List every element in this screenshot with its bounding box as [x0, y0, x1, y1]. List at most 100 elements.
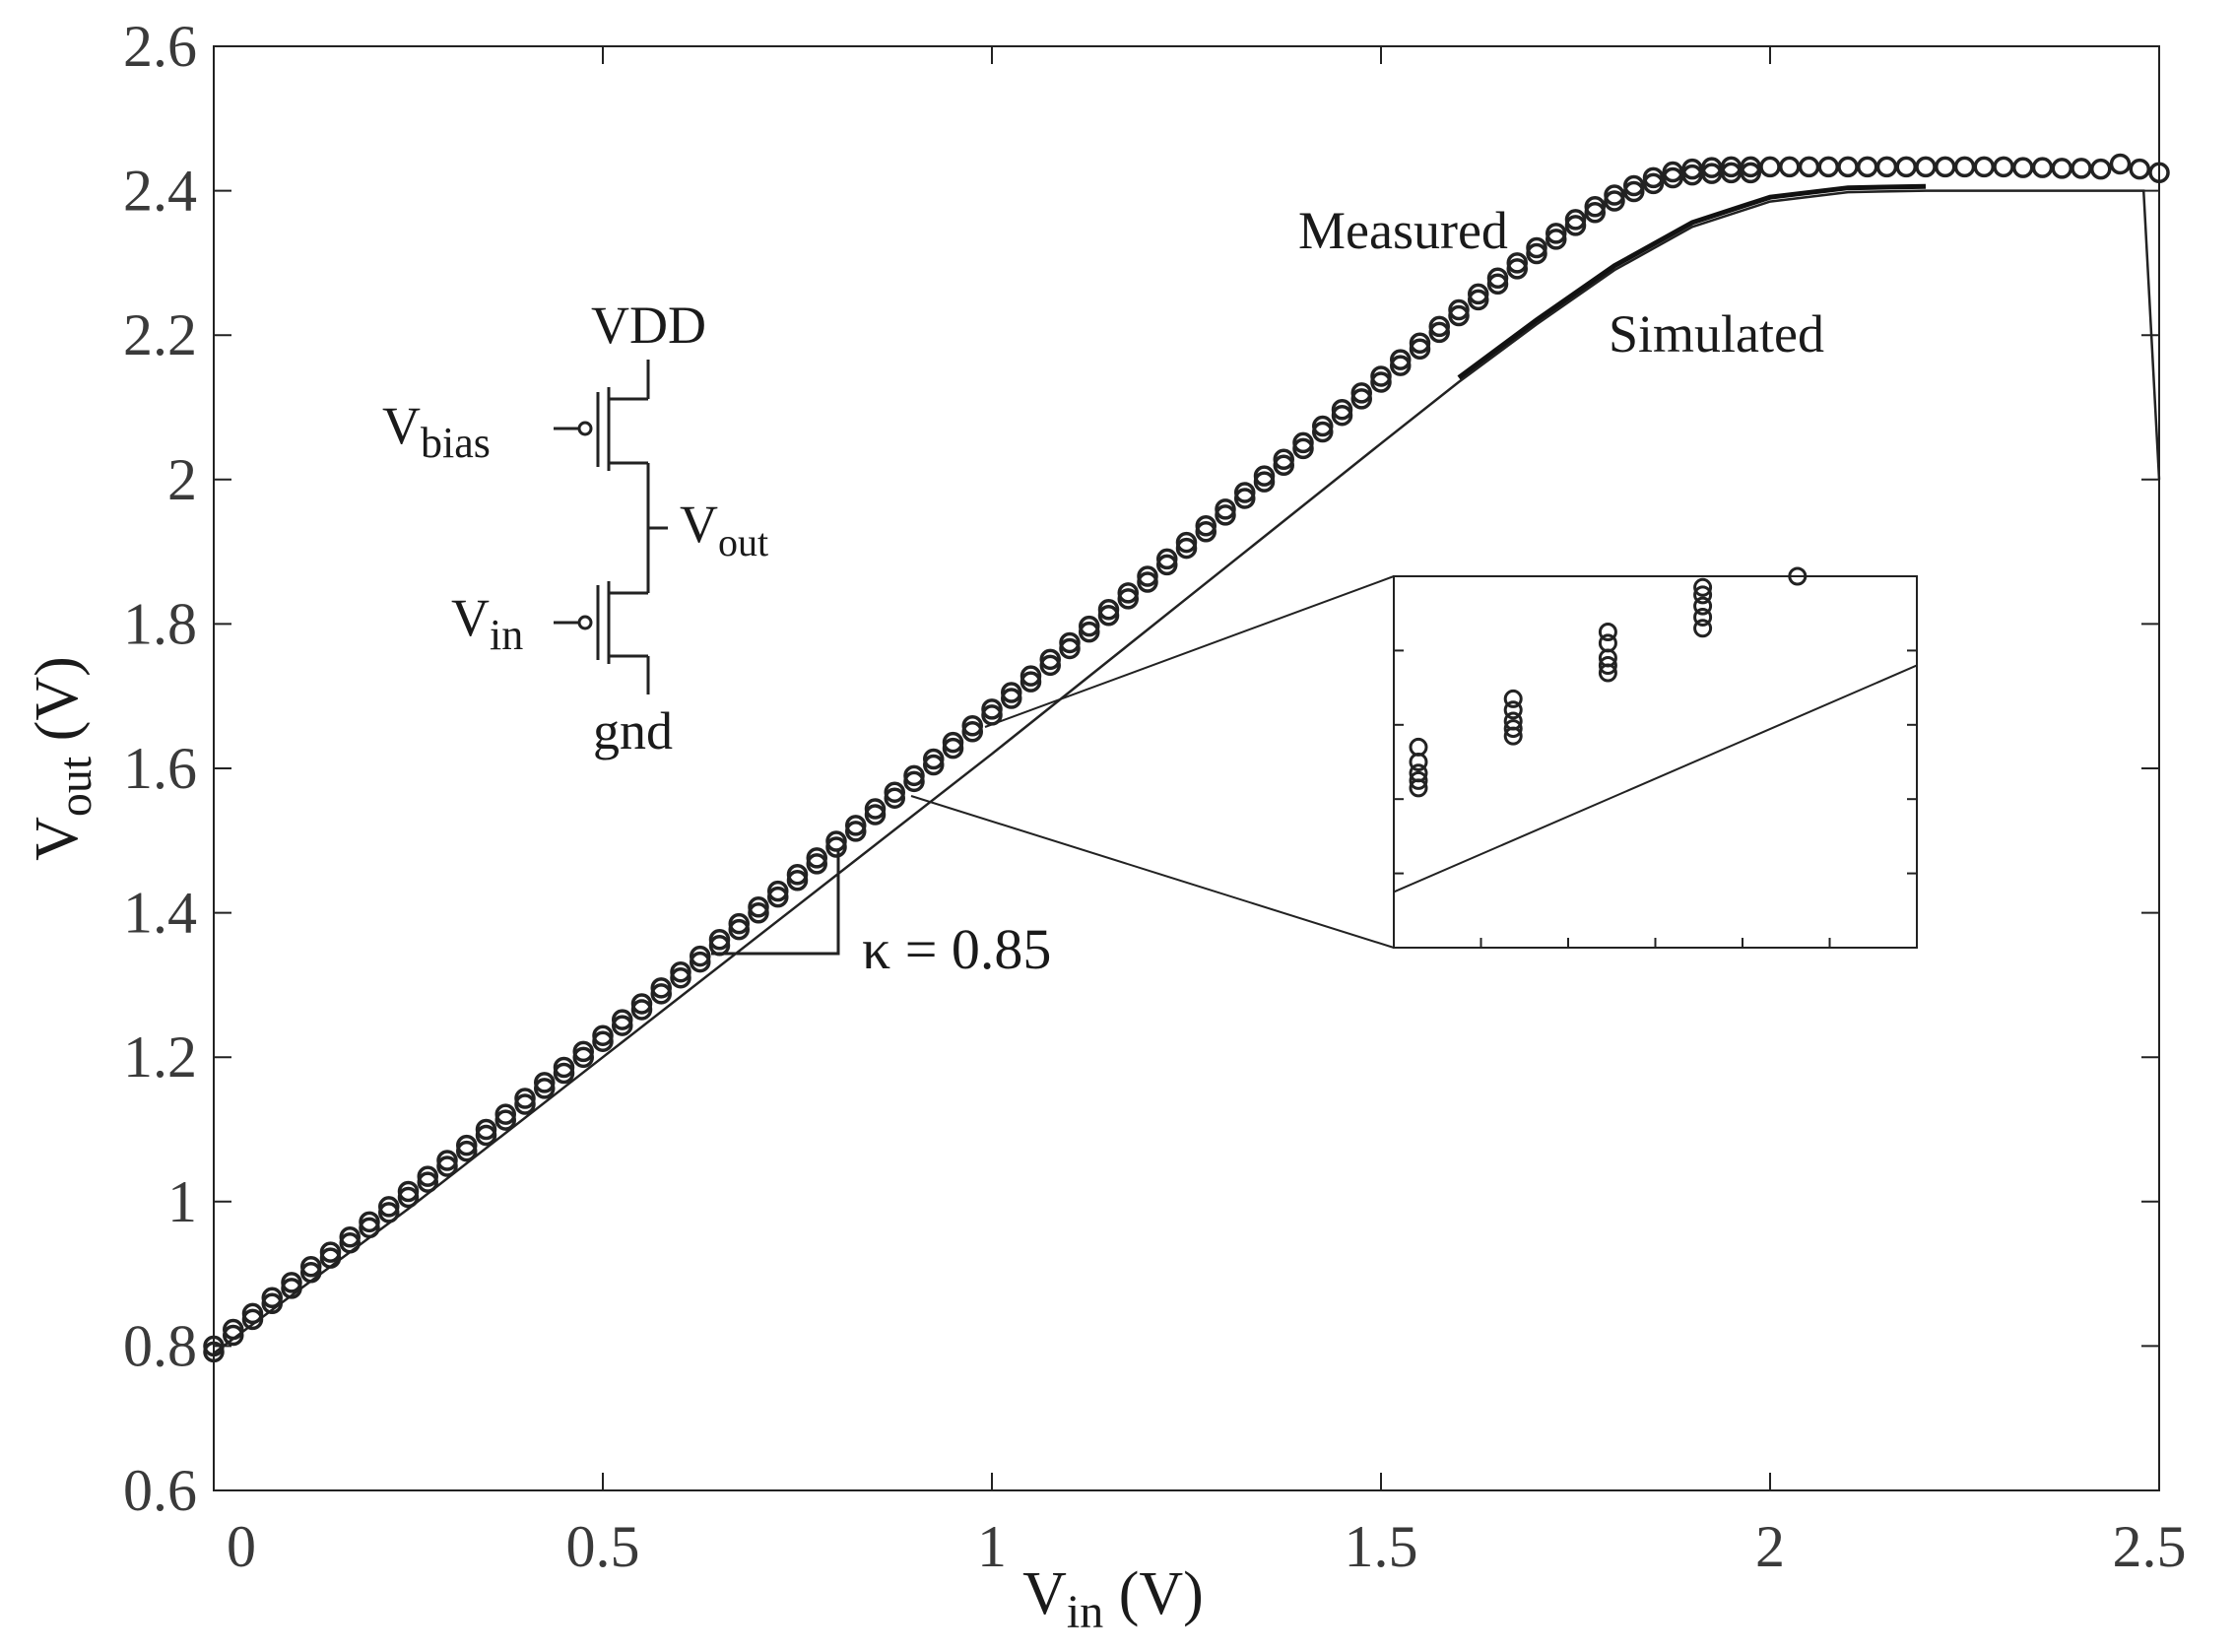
y-tick-label: 2.4: [123, 159, 197, 224]
measured-point-overlap: [553, 1062, 575, 1085]
measured-point-overlap: [1312, 421, 1334, 443]
measured-point: [864, 798, 887, 820]
measured-point: [1117, 582, 1139, 604]
y-tick-label: 2.6: [123, 14, 197, 79]
x-tick-label: 1.5: [1345, 1514, 1418, 1579]
measured-point: [1584, 195, 1606, 218]
kappa-slope-triangle: [711, 849, 840, 956]
y-axis-label: Vout (V): [24, 656, 101, 861]
measured-point-overlap: [884, 787, 905, 809]
measured-point: [1350, 382, 1372, 404]
measured-point-overlap: [436, 1156, 458, 1177]
measured-series: [203, 153, 2170, 1363]
measured-point: [1953, 156, 1976, 178]
measured-point: [981, 698, 1003, 720]
measured-point-overlap: [1545, 229, 1567, 250]
measured-point: [1564, 209, 1587, 231]
measured-point-overlap: [397, 1186, 420, 1209]
y-tick-label: 1.6: [123, 736, 197, 801]
measured-point: [1331, 398, 1353, 421]
y-tick-label: 1: [167, 1169, 197, 1234]
y-tick-labels: 0.6 0.8 1 1.2 1.4 1.6 1.8 2 2.2 2.4 2.6: [123, 14, 197, 1523]
inset-measured-point: [1598, 623, 1617, 642]
measured-point-overlap: [1564, 215, 1587, 236]
measured-point: [1468, 283, 1489, 305]
inset-measured-point: [1598, 655, 1617, 675]
measured-point-overlap: [1623, 180, 1645, 203]
measured-point: [903, 764, 925, 787]
measured-point-overlap: [1292, 437, 1314, 460]
inset-measured-point: [1503, 726, 1523, 746]
measured-point-overlap: [1584, 201, 1606, 224]
measured-point-overlap: [864, 804, 887, 826]
measured-point-overlap: [1215, 504, 1236, 526]
measured-point: [1234, 482, 1256, 503]
measured-point-overlap: [1662, 166, 1683, 189]
measured-point: [378, 1196, 400, 1218]
x-tick-label: 2.5: [2113, 1514, 2187, 1579]
measured-point-overlap: [1370, 371, 1392, 393]
measured-point: [1079, 615, 1100, 637]
measured-point-overlap: [1039, 654, 1061, 677]
measured-point-overlap: [417, 1171, 438, 1193]
measured-point: [241, 1302, 264, 1325]
measured-point-overlap: [630, 999, 653, 1021]
axis-ticks: [213, 45, 2160, 1491]
measured-point-overlap: [514, 1093, 536, 1115]
measured-point-overlap: [494, 1109, 516, 1131]
inset-measured-point: [1693, 585, 1713, 605]
measured-point-overlap: [456, 1140, 478, 1162]
measured-point-overlap: [300, 1262, 322, 1284]
measured-point-overlap: [1740, 162, 1761, 184]
measured-point-overlap: [1253, 471, 1276, 493]
inset-simulated-line: [1393, 664, 1918, 893]
measured-point: [845, 815, 867, 836]
vout-label: Vout: [680, 495, 768, 564]
measured-point-overlap: [378, 1202, 400, 1223]
inset-connector-top: [984, 575, 1395, 728]
measured-point: [690, 945, 711, 967]
measured-point: [1506, 252, 1528, 274]
measured-point: [1448, 298, 1470, 321]
measured-point: [1798, 156, 1820, 178]
measured-point-overlap: [281, 1278, 302, 1299]
measured-point-overlap: [1234, 488, 1256, 509]
inset-measured-point: [1788, 566, 1808, 586]
inset-frame: [1393, 575, 1918, 949]
measured-point: [1486, 267, 1509, 290]
measured-point: [2109, 153, 2132, 175]
measured-point: [1623, 174, 1645, 197]
measured-point: [961, 715, 983, 737]
measured-point: [923, 748, 945, 770]
inset-connector-bottom: [910, 795, 1395, 949]
measured-point: [1662, 161, 1683, 183]
measured-point: [592, 1024, 614, 1046]
measured-point: [553, 1056, 575, 1079]
measured-point: [2012, 157, 2034, 178]
measured-point: [2051, 158, 2072, 179]
measured-point: [1156, 548, 1178, 570]
measured-point-overlap: [1156, 554, 1178, 576]
measured-point: [670, 960, 691, 983]
measured-point: [1370, 365, 1392, 387]
measured-point-overlap: [1506, 258, 1528, 280]
measured-point-overlap: [1175, 537, 1198, 560]
measured-point-overlap: [319, 1247, 342, 1269]
measured-point: [1312, 415, 1334, 437]
measured-point-overlap: [1642, 172, 1665, 195]
measured-point-overlap: [806, 853, 827, 875]
measured-point-overlap: [203, 1341, 225, 1363]
x-tick-labels: 0 0.5 1 1.5 2 2.5: [227, 1514, 2187, 1579]
measured-point-overlap: [923, 754, 945, 776]
measured-point: [825, 830, 847, 852]
inset-measured-points: [1409, 566, 1808, 798]
measured-point: [1895, 156, 1917, 178]
measured-point: [650, 977, 672, 999]
inset-measured-point: [1598, 663, 1617, 683]
measured-point-overlap: [1526, 242, 1547, 265]
measured-point: [1137, 565, 1158, 587]
x-tick-label: 1: [977, 1514, 1007, 1579]
measured-point-overlap: [241, 1308, 264, 1331]
x-tick-label: 2: [1755, 1514, 1785, 1579]
